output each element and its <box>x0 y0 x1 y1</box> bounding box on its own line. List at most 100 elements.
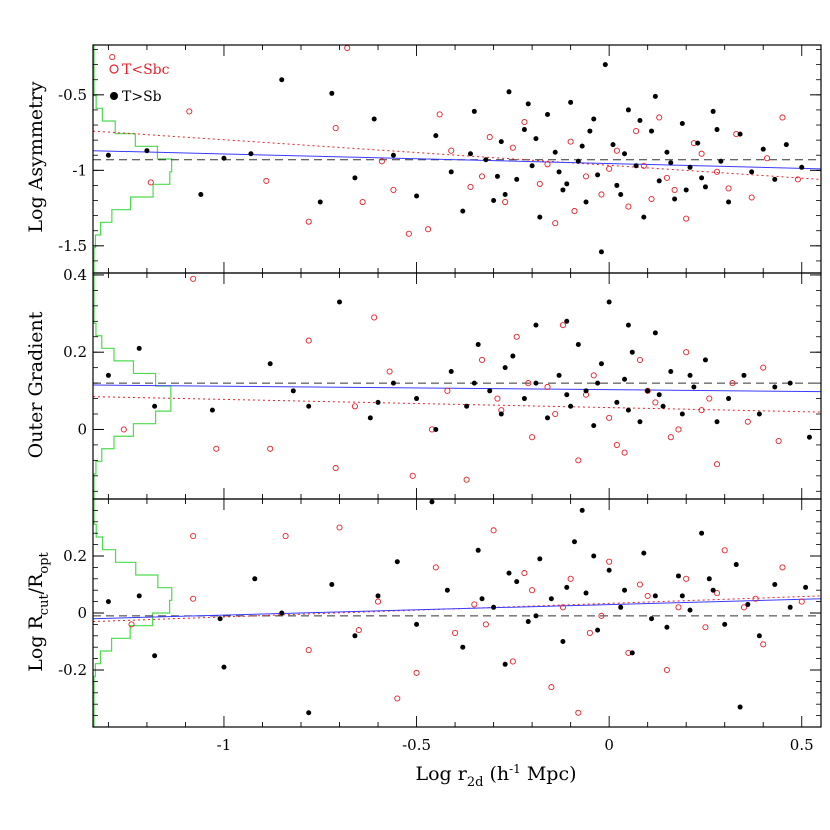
point-early-type <box>625 322 631 328</box>
point-early-type <box>483 157 489 163</box>
point-late-type <box>332 465 339 472</box>
point-late-type <box>305 337 312 344</box>
point-late-type <box>120 426 127 433</box>
y-tick-label: -1 <box>72 161 87 179</box>
point-late-type <box>482 621 489 628</box>
point-late-type <box>478 173 486 180</box>
point-early-type <box>506 570 512 576</box>
point-late-type <box>559 322 566 329</box>
point-late-type <box>552 410 559 418</box>
point-early-type <box>279 77 285 83</box>
point-early-type <box>221 155 227 161</box>
point-early-type <box>672 196 678 202</box>
point-early-type <box>702 184 708 190</box>
point-early-type <box>514 579 520 585</box>
point-early-type <box>414 621 420 627</box>
point-late-type <box>794 176 801 183</box>
point-early-type <box>290 388 296 394</box>
point-late-type <box>263 177 270 184</box>
point-early-type <box>710 108 716 114</box>
point-late-type <box>683 215 690 222</box>
point-late-type <box>729 380 736 387</box>
point-early-type <box>756 633 762 639</box>
point-early-type <box>591 423 597 429</box>
x-tick-label: -1 <box>217 736 232 754</box>
point-early-type <box>533 613 539 619</box>
point-late-type <box>652 399 659 406</box>
point-early-type <box>583 199 589 205</box>
point-late-type <box>798 598 805 605</box>
point-early-type <box>521 127 527 133</box>
point-early-type <box>560 639 566 644</box>
point-late-type <box>713 590 721 597</box>
point-early-type <box>475 547 481 553</box>
point-late-type <box>675 426 682 433</box>
point-early-type <box>699 530 705 536</box>
point-late-type <box>502 198 509 206</box>
point-early-type <box>394 559 400 565</box>
point-early-type <box>479 596 485 602</box>
point-late-type <box>590 372 597 379</box>
point-late-type <box>305 218 312 225</box>
point-early-type <box>390 380 396 386</box>
point-early-type <box>217 616 223 622</box>
point-early-type <box>533 136 539 142</box>
point-early-type <box>706 576 712 582</box>
point-late-type <box>509 658 516 665</box>
point-early-type <box>741 372 747 378</box>
point-late-type <box>725 185 732 192</box>
point-early-type <box>803 584 809 590</box>
point-late-type <box>779 114 786 121</box>
point-late-type <box>413 669 420 676</box>
point-early-type <box>652 330 658 336</box>
point-early-type <box>448 169 454 175</box>
point-early-type <box>337 299 343 305</box>
point-early-type <box>564 392 570 398</box>
point-early-type <box>502 661 508 667</box>
point-early-type <box>652 593 658 599</box>
point-late-type <box>644 592 651 599</box>
point-late-type <box>436 111 443 118</box>
point-late-type <box>525 380 532 387</box>
point-early-type <box>683 187 689 193</box>
panel-frame <box>92 498 822 728</box>
point-early-type <box>679 593 685 599</box>
point-early-type <box>772 582 778 587</box>
point-early-type <box>105 599 111 605</box>
point-late-type <box>186 108 193 115</box>
point-early-type <box>787 380 793 386</box>
point-early-type <box>749 169 755 175</box>
point-early-type <box>614 399 620 405</box>
point-early-type <box>625 107 631 113</box>
fit-line <box>92 598 822 620</box>
point-early-type <box>745 601 751 607</box>
point-early-type <box>633 163 639 169</box>
point-late-type <box>425 226 432 233</box>
point-early-type <box>306 710 312 716</box>
point-early-type <box>367 415 373 421</box>
panel-asymmetry: -1.5 -1 -0.5 <box>58 44 822 274</box>
point-early-type <box>329 90 335 96</box>
y-axis-title-rcut-ropt: Log Rcut/Ropt <box>25 551 52 671</box>
point-early-type <box>433 426 439 432</box>
point-early-type <box>699 175 705 181</box>
point-early-type <box>510 353 516 359</box>
point-early-type <box>498 411 504 417</box>
point-late-type <box>471 601 478 608</box>
point-late-type <box>567 575 574 582</box>
point-early-type <box>618 604 624 610</box>
point-late-type <box>544 161 551 168</box>
point-early-type <box>248 151 254 157</box>
point-early-type <box>710 587 716 593</box>
point-late-type <box>409 472 416 479</box>
histogram-outline <box>93 44 173 274</box>
point-early-type <box>502 365 508 371</box>
point-early-type <box>306 403 312 409</box>
point-early-type <box>687 372 693 378</box>
point-late-type <box>486 134 493 141</box>
point-late-type <box>351 403 358 410</box>
point-early-type <box>664 624 670 630</box>
point-early-type <box>506 89 512 95</box>
point-early-type <box>695 140 701 146</box>
point-late-type <box>575 709 582 716</box>
